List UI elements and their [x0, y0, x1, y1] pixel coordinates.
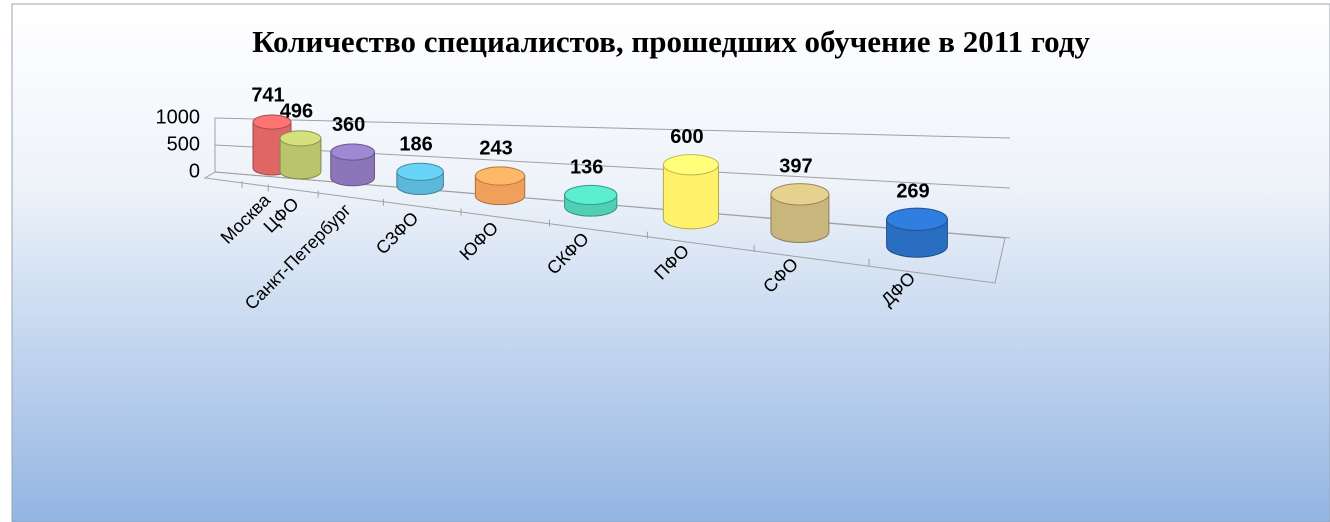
value-label: 360 [332, 114, 365, 136]
value-label: 397 [779, 156, 812, 178]
chart-title: Количество специалистов, прошедших обуче… [252, 24, 1090, 59]
bar [279, 137, 322, 180]
bar-top [662, 154, 719, 176]
bar-top [564, 184, 618, 206]
bar-top [396, 162, 444, 181]
value-label: 243 [479, 138, 512, 160]
grid-line [214, 117, 1011, 139]
background [11, 3, 1330, 522]
bar-top [474, 166, 526, 186]
bar [330, 151, 375, 187]
bar-top [252, 114, 292, 130]
value-label: 186 [399, 134, 432, 156]
bar-top [770, 183, 830, 206]
bar-top [330, 143, 375, 161]
bar [770, 193, 830, 243]
bar [662, 164, 719, 230]
bar-top [886, 207, 948, 232]
y-tick-label: 1000 [156, 106, 201, 128]
value-label: 136 [570, 156, 603, 178]
y-tick-label: 500 [167, 133, 200, 155]
value-label: 600 [670, 126, 703, 148]
value-label: 741 [251, 84, 284, 106]
bar-top [279, 130, 322, 147]
value-label: 496 [280, 101, 313, 123]
value-label: 269 [896, 180, 929, 202]
y-tick-label: 0 [189, 160, 200, 182]
